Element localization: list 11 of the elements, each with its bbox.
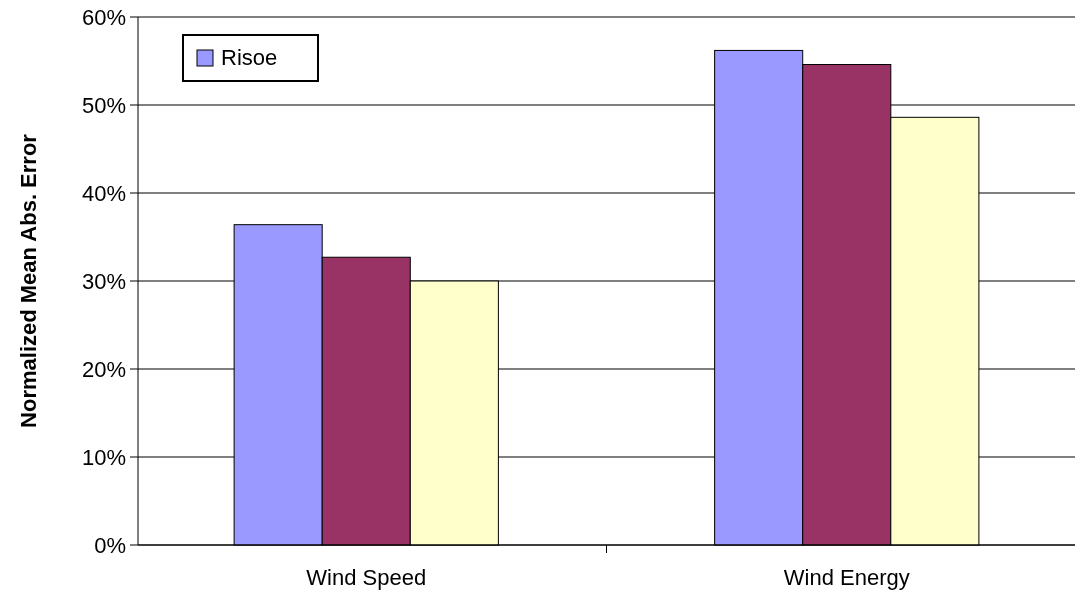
y-tick-label: 0% [94,532,126,558]
y-tick-label: 30% [81,268,126,294]
x-tick-label: Wind Speed [306,565,427,590]
x-tick-label: Wind Energy [783,565,910,590]
y-tick-label: 50% [81,92,126,118]
y-tick-label: 60% [81,4,126,30]
y-tick-label: 40% [81,180,126,206]
y-tick-label: 10% [81,444,126,470]
legend-label: Risoe [221,45,278,70]
y-tick-label: 20% [81,356,126,382]
y-axis-title: Normalized Mean Abs. Error [16,133,41,428]
